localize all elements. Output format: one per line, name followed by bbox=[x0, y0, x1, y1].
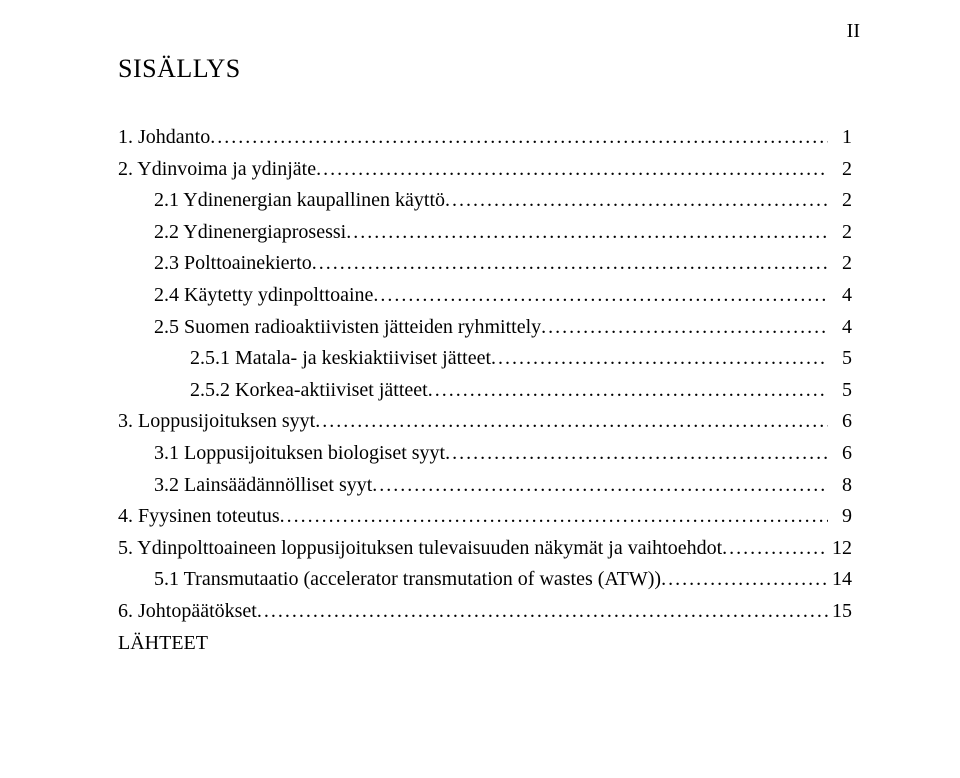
toc-entry-page: 2 bbox=[828, 185, 852, 217]
toc-entry-label: 2. Ydinvoima ja ydinjäte bbox=[118, 154, 316, 186]
toc-entry-page: 6 bbox=[828, 406, 852, 438]
toc-entry-label: 2.4 Käytetty ydinpolttoaine bbox=[154, 280, 373, 312]
toc-trailing-label: LÄHTEET bbox=[118, 628, 208, 660]
toc-entry: 2.4 Käytetty ydinpolttoaine 4 bbox=[118, 280, 852, 312]
toc-entry-page: 12 bbox=[828, 533, 852, 565]
toc-entry-page: 15 bbox=[828, 596, 852, 628]
toc-entry: 5. Ydinpolttoaineen loppusijoituksen tul… bbox=[118, 533, 852, 565]
toc-leader-dots bbox=[722, 533, 828, 565]
toc-entry-page: 1 bbox=[828, 122, 852, 154]
toc-entry-label: 3.2 Lainsäädännölliset syyt bbox=[154, 470, 372, 502]
toc-entry: 3. Loppusijoituksen syyt 6 bbox=[118, 406, 852, 438]
toc-leader-dots bbox=[661, 564, 828, 596]
toc-entry-label: 2.1 Ydinenergian kaupallinen käyttö bbox=[154, 185, 445, 217]
toc-entry: 2.5.2 Korkea-aktiiviset jätteet 5 bbox=[118, 375, 852, 407]
toc-leader-dots bbox=[346, 217, 828, 249]
toc-trailing: LÄHTEET bbox=[118, 628, 852, 660]
toc-entry-label: 3. Loppusijoituksen syyt bbox=[118, 406, 315, 438]
toc-entry: 1. Johdanto 1 bbox=[118, 122, 852, 154]
toc-entry: 5.1 Transmutaatio (accelerator transmuta… bbox=[118, 564, 852, 596]
toc-entry-page: 2 bbox=[828, 154, 852, 186]
toc-entry: 2.1 Ydinenergian kaupallinen käyttö 2 bbox=[118, 185, 852, 217]
toc-entry-label: 2.5.2 Korkea-aktiiviset jätteet bbox=[190, 375, 428, 407]
toc-entry-label: 4. Fyysinen toteutus bbox=[118, 501, 280, 533]
toc-leader-dots bbox=[280, 501, 828, 533]
toc-leader-dots bbox=[315, 406, 828, 438]
toc-leader-dots bbox=[312, 248, 828, 280]
toc-leader-dots bbox=[257, 596, 828, 628]
toc-entry: 2.5 Suomen radioaktiivisten jätteiden ry… bbox=[118, 312, 852, 344]
toc-entry-label: 6. Johtopäätökset bbox=[118, 596, 257, 628]
toc-entry-page: 14 bbox=[828, 564, 852, 596]
toc-leader-dots bbox=[210, 122, 828, 154]
toc-entry-label: 2.2 Ydinenergiaprosessi bbox=[154, 217, 346, 249]
toc-entry-label: 5. Ydinpolttoaineen loppusijoituksen tul… bbox=[118, 533, 722, 565]
toc-entry-page: 2 bbox=[828, 217, 852, 249]
toc-leader-dots bbox=[541, 312, 828, 344]
toc-entry: 3.2 Lainsäädännölliset syyt 8 bbox=[118, 470, 852, 502]
toc-entry-page: 4 bbox=[828, 280, 852, 312]
toc-entry: 2.5.1 Matala- ja keskiaktiiviset jätteet… bbox=[118, 343, 852, 375]
toc-entry-page: 6 bbox=[828, 438, 852, 470]
toc-list: 1. Johdanto12. Ydinvoima ja ydinjäte22.1… bbox=[118, 122, 852, 659]
toc-entry-page: 4 bbox=[828, 312, 852, 344]
toc-entry-label: 5.1 Transmutaatio (accelerator transmuta… bbox=[154, 564, 661, 596]
toc-entry-page: 2 bbox=[828, 248, 852, 280]
toc-leader-dots bbox=[373, 280, 828, 312]
toc-leader-dots bbox=[445, 185, 828, 217]
toc-entry-label: 3.1 Loppusijoituksen biologiset syyt bbox=[154, 438, 445, 470]
toc-leader-dots bbox=[316, 154, 828, 186]
toc-entry: 3.1 Loppusijoituksen biologiset syyt 6 bbox=[118, 438, 852, 470]
toc-leader-dots bbox=[491, 343, 828, 375]
page-number: II bbox=[847, 20, 860, 43]
toc-entry-label: 2.5 Suomen radioaktiivisten jätteiden ry… bbox=[154, 312, 541, 344]
toc-title: SISÄLLYS bbox=[118, 54, 852, 84]
toc-leader-dots bbox=[428, 375, 828, 407]
toc-entry-label: 2.3 Polttoainekierto bbox=[154, 248, 312, 280]
toc-entry: 2.2 Ydinenergiaprosessi 2 bbox=[118, 217, 852, 249]
toc-entry-label: 1. Johdanto bbox=[118, 122, 210, 154]
toc-entry: 4. Fyysinen toteutus 9 bbox=[118, 501, 852, 533]
toc-entry-page: 9 bbox=[828, 501, 852, 533]
toc-leader-dots bbox=[372, 470, 828, 502]
toc-entry-page: 5 bbox=[828, 375, 852, 407]
toc-entry: 2. Ydinvoima ja ydinjäte 2 bbox=[118, 154, 852, 186]
toc-leader-dots bbox=[445, 438, 828, 470]
toc-entry: 2.3 Polttoainekierto 2 bbox=[118, 248, 852, 280]
toc-entry-label: 2.5.1 Matala- ja keskiaktiiviset jätteet bbox=[190, 343, 491, 375]
toc-entry-page: 5 bbox=[828, 343, 852, 375]
toc-entry: 6. Johtopäätökset 15 bbox=[118, 596, 852, 628]
toc-entry-page: 8 bbox=[828, 470, 852, 502]
